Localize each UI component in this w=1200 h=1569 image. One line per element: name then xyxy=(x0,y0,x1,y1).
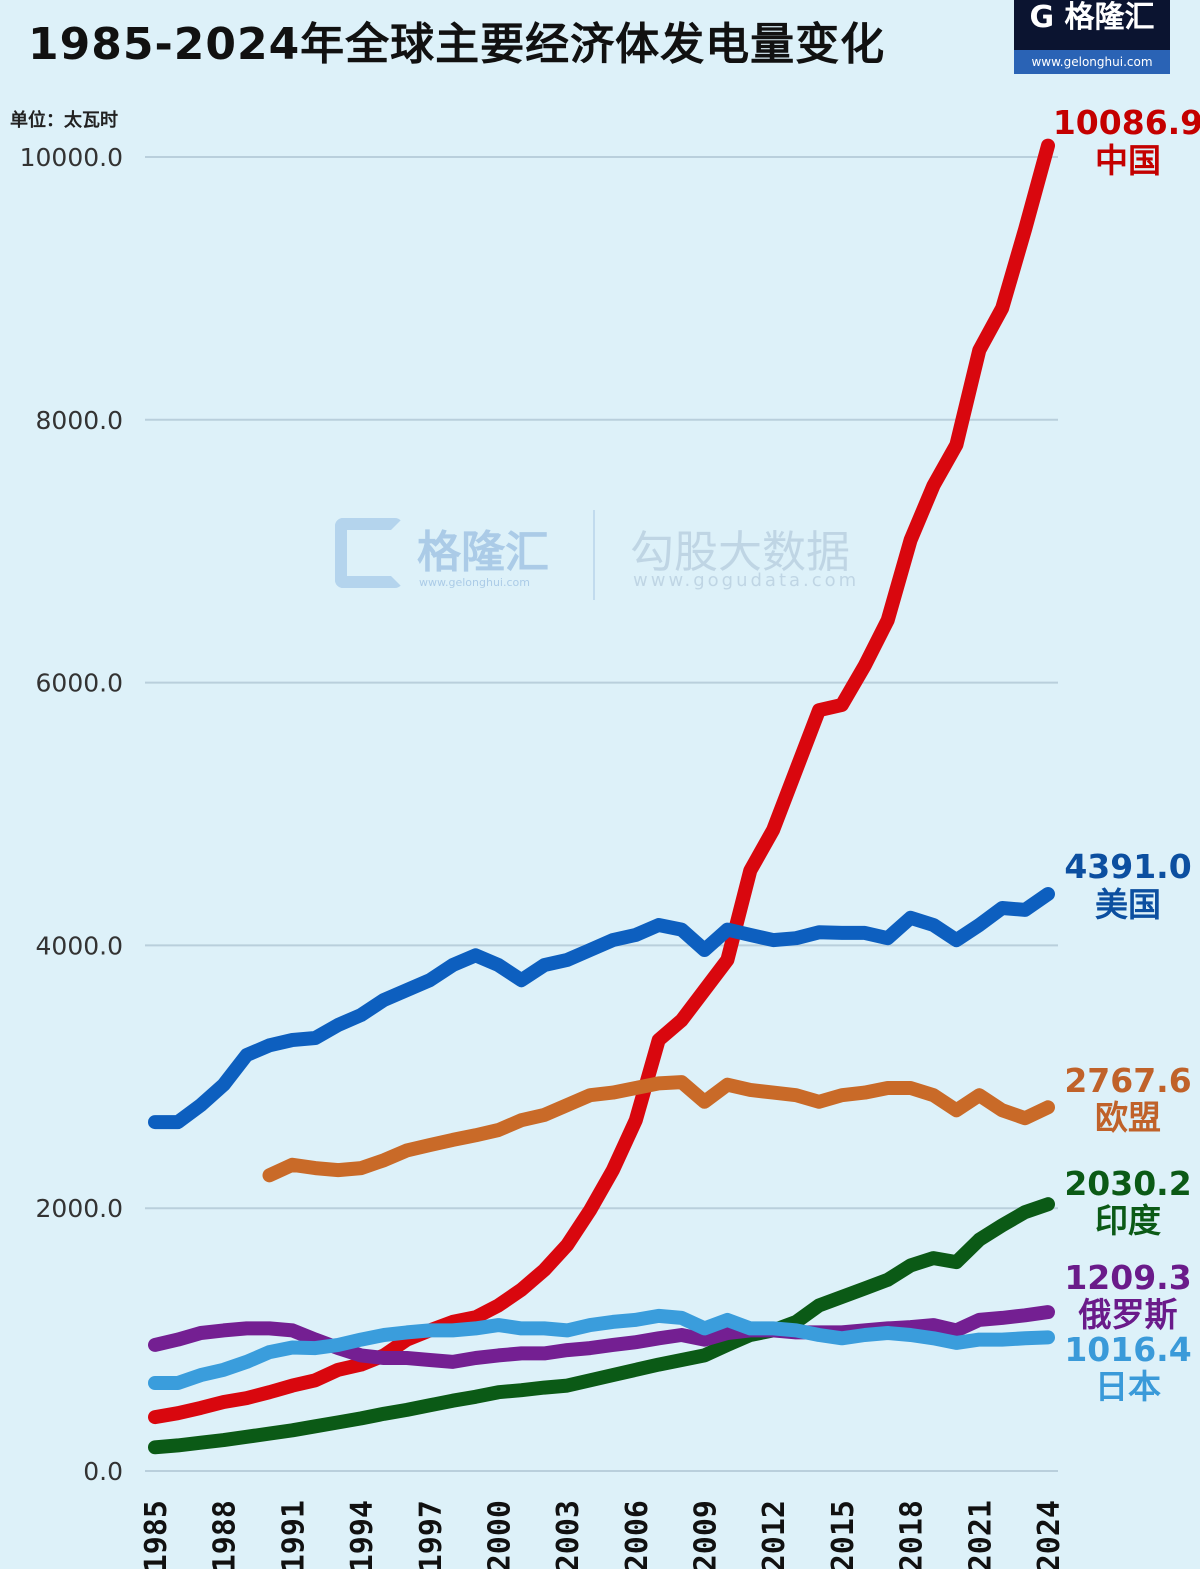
end-value-label: 4391.0 xyxy=(1064,847,1191,886)
x-tick-label: 1997 xyxy=(414,1500,449,1569)
series-1: 4391.0美国 xyxy=(148,847,1192,1130)
gelonghui-logo: G 格隆汇 www.gelonghui.com xyxy=(1014,0,1170,74)
x-tick-label: 2018 xyxy=(895,1500,930,1569)
x-tick-label: 2024 xyxy=(1032,1500,1067,1569)
x-tick-label: 2012 xyxy=(757,1500,792,1569)
watermark-url-1: www.gelonghui.com xyxy=(419,576,530,589)
y-tick-label: 8000.0 xyxy=(36,406,123,435)
series-name-label: 美国 xyxy=(1095,885,1161,924)
series-name-label: 印度 xyxy=(1095,1201,1161,1240)
x-tick-label: 2006 xyxy=(620,1500,655,1569)
x-tick-label: 2003 xyxy=(551,1500,586,1569)
y-tick-label: 10000.0 xyxy=(20,143,123,172)
series-line xyxy=(262,1075,1055,1183)
end-value-label: 2030.2 xyxy=(1064,1164,1191,1203)
end-value-label: 1016.4 xyxy=(1064,1330,1191,1369)
x-tick-label: 1991 xyxy=(276,1500,311,1569)
y-tick-label: 6000.0 xyxy=(36,669,123,698)
chart-title: 1985-2024年全球主要经济体发电量变化 xyxy=(28,19,886,70)
series-line xyxy=(148,887,1055,1130)
x-tick-label: 1985 xyxy=(139,1500,174,1569)
logo-brand: G 格隆汇 xyxy=(1029,0,1155,35)
x-tick-label: 1994 xyxy=(345,1500,380,1569)
x-tick-label: 2021 xyxy=(963,1500,998,1569)
end-value-label: 1209.3 xyxy=(1064,1258,1191,1297)
end-value-label: 10086.9 xyxy=(1053,103,1200,142)
series-name-label: 俄罗斯 xyxy=(1078,1295,1178,1334)
watermark-brand-2: 勾股大数据 xyxy=(630,527,850,578)
x-tick-label: 2009 xyxy=(689,1500,724,1569)
series-name-label: 中国 xyxy=(1095,141,1161,180)
y-tick-label: 0.0 xyxy=(83,1457,123,1486)
watermark-g-icon xyxy=(335,518,403,588)
watermark-brand-1: 格隆汇 xyxy=(417,527,549,578)
series-0: 10086.9中国 xyxy=(148,103,1200,1425)
logo-url: www.gelonghui.com xyxy=(1014,50,1170,74)
series-5: 1016.4日本 xyxy=(148,1308,1192,1406)
unit-label: 单位：太瓦时 xyxy=(10,110,118,131)
x-tick-label: 2015 xyxy=(826,1500,861,1569)
x-tick-label: 1988 xyxy=(208,1500,243,1569)
series-line xyxy=(148,1197,1055,1455)
series-line xyxy=(148,1308,1055,1390)
series-2: 2767.6欧盟 xyxy=(262,1061,1192,1183)
y-tick-label: 4000.0 xyxy=(36,931,123,960)
series-3: 2030.2印度 xyxy=(148,1164,1192,1455)
y-tick-label: 2000.0 xyxy=(36,1194,123,1223)
watermark-divider xyxy=(593,510,595,600)
series-name-label: 日本 xyxy=(1095,1367,1161,1406)
end-value-label: 2767.6 xyxy=(1064,1061,1191,1100)
series-line xyxy=(148,138,1055,1425)
watermark-url-2: www.gogudata.com xyxy=(633,570,860,591)
x-tick-label: 2000 xyxy=(482,1500,517,1569)
series-name-label: 欧盟 xyxy=(1095,1098,1161,1137)
